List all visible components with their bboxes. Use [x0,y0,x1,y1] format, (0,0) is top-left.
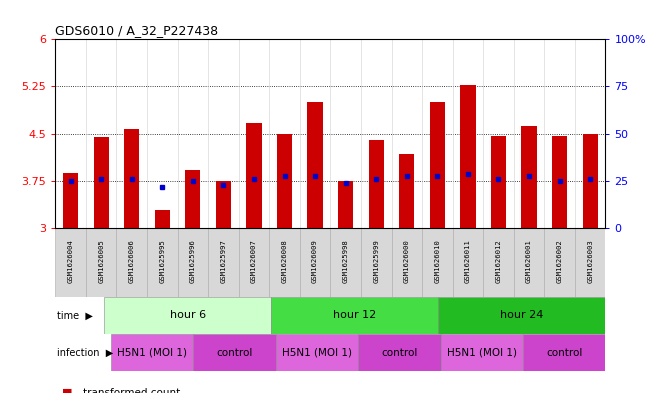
Bar [422,228,452,297]
Bar [186,170,201,228]
Bar [523,334,605,371]
Bar [208,228,239,297]
Bar [239,228,270,297]
Text: transformed count: transformed count [83,388,180,393]
Text: time  ▶: time ▶ [57,310,93,320]
Bar [147,228,178,297]
Bar [86,228,117,297]
Text: GSM1625999: GSM1625999 [373,239,380,283]
Bar [124,129,139,228]
Text: GSM1625996: GSM1625996 [190,239,196,283]
Bar [544,228,575,297]
Bar [491,136,506,228]
Bar [452,228,483,297]
Bar [361,228,391,297]
Text: hour 24: hour 24 [500,310,544,320]
Text: GSM1626008: GSM1626008 [281,239,288,283]
Text: GSM1625997: GSM1625997 [221,239,227,283]
Text: GSM1626000: GSM1626000 [404,239,409,283]
Bar [300,228,331,297]
Text: GSM1626006: GSM1626006 [129,239,135,283]
Bar [441,334,523,371]
Text: GSM1626007: GSM1626007 [251,239,257,283]
Text: GSM1626010: GSM1626010 [434,239,440,283]
Text: control: control [546,348,583,358]
Text: H5N1 (MOI 1): H5N1 (MOI 1) [447,348,517,358]
Bar [521,126,536,228]
Bar [178,228,208,297]
Text: H5N1 (MOI 1): H5N1 (MOI 1) [117,348,187,358]
Text: GDS6010 / A_32_P227438: GDS6010 / A_32_P227438 [55,24,219,37]
Text: GSM1626012: GSM1626012 [495,239,501,283]
Bar [271,297,438,334]
Bar [552,136,567,228]
Bar [307,102,323,228]
Text: infection  ▶: infection ▶ [57,348,113,358]
Bar [104,297,271,334]
Text: GSM1626003: GSM1626003 [587,239,593,283]
Bar [438,297,605,334]
Text: control: control [381,348,417,358]
Text: ■: ■ [62,388,72,393]
Bar [514,228,544,297]
Bar [277,134,292,228]
Bar [117,228,147,297]
Bar [368,140,384,228]
Text: hour 6: hour 6 [170,310,206,320]
Text: GSM1626009: GSM1626009 [312,239,318,283]
Text: GSM1626004: GSM1626004 [68,239,74,283]
Text: control: control [216,348,253,358]
Bar [483,228,514,297]
Text: GSM1626011: GSM1626011 [465,239,471,283]
Text: H5N1 (MOI 1): H5N1 (MOI 1) [282,348,352,358]
Bar [460,84,475,228]
Bar [430,102,445,228]
Bar [275,334,358,371]
Text: GSM1625995: GSM1625995 [159,239,165,283]
Bar [155,210,170,228]
Bar [399,154,415,228]
Bar [270,228,300,297]
Bar [193,334,275,371]
Bar [331,228,361,297]
Bar [391,228,422,297]
Bar [55,228,86,297]
Bar [358,334,441,371]
Text: GSM1626001: GSM1626001 [526,239,532,283]
Text: GSM1625998: GSM1625998 [342,239,349,283]
Bar [111,334,193,371]
Bar [215,181,231,228]
Bar [63,173,78,228]
Bar [94,137,109,228]
Bar [338,181,353,228]
Bar [575,228,605,297]
Text: GSM1626005: GSM1626005 [98,239,104,283]
Text: hour 12: hour 12 [333,310,376,320]
Bar [583,134,598,228]
Bar [246,123,262,228]
Text: GSM1626002: GSM1626002 [557,239,562,283]
